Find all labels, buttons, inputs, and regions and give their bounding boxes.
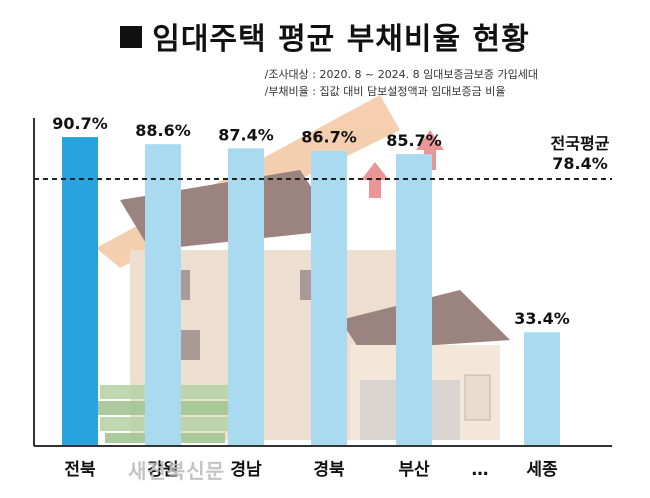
value-label-2: 87.4%	[218, 125, 274, 144]
bar-6	[524, 332, 560, 446]
national-average-label: 전국평균	[551, 134, 610, 153]
note-debt-ratio-definition: /부채비율 : 집값 대비 담보설정액과 임대보증금 비율	[264, 85, 506, 98]
value-label-6: 33.4%	[514, 309, 570, 328]
bars-layer	[62, 137, 560, 446]
category-label-2: 경남	[230, 460, 262, 480]
bar-4	[396, 154, 432, 446]
bar-1	[145, 144, 181, 446]
chart-title-text: 임대주택 평균 부채비율 현황	[152, 22, 530, 57]
note-survey-target: /조사대상 : 2020. 8 ~ 2024. 8 임대보증금보증 가입세대	[264, 68, 538, 81]
up-arrow-icon	[361, 130, 444, 198]
bar-3	[311, 150, 347, 446]
category-label-3: 경북	[313, 460, 345, 480]
value-label-4: 85.7%	[386, 131, 442, 150]
national-average-value: 78.4%	[552, 154, 608, 173]
chart-notes: /조사대상 : 2020. 8 ~ 2024. 8 임대보증금보증 가입세대 /…	[265, 66, 538, 100]
bar-2	[228, 148, 264, 446]
category-labels-layer: 전북 강원 경남 경북 부산 … 세종	[64, 460, 558, 480]
category-label-1: 강원	[147, 460, 178, 480]
value-label-1: 88.6%	[135, 121, 191, 140]
category-label-5: …	[472, 460, 489, 480]
category-label-6: 세종	[526, 460, 558, 480]
category-label-4: 부산	[398, 460, 430, 480]
value-labels-layer: 90.7% 88.6% 87.4% 86.7% 85.7% 33.4%	[52, 114, 570, 328]
value-label-0: 90.7%	[52, 114, 108, 133]
watermark: 새전북신문	[128, 459, 225, 483]
category-label-0: 전북	[64, 460, 96, 480]
bar-0	[62, 137, 98, 446]
title-square-icon	[120, 26, 143, 48]
value-label-3: 86.7%	[301, 128, 357, 147]
chart-title: 임대주택 평균 부채비율 현황	[0, 14, 650, 58]
